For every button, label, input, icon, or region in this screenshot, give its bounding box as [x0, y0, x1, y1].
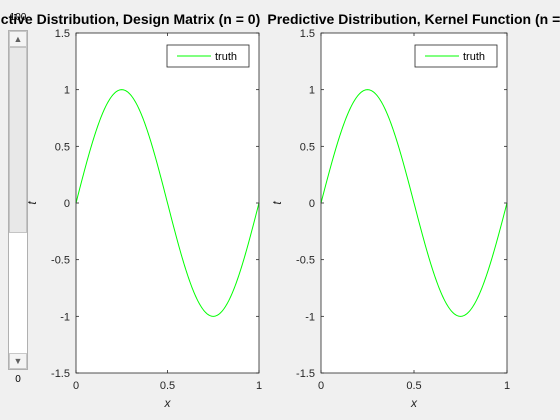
y-tick-label: 0.5	[300, 141, 315, 153]
legend: truth	[414, 44, 498, 68]
y-tick-label: 1.5	[55, 28, 70, 40]
y-tick-label: 0	[64, 198, 70, 210]
chart-title: Predictive Distribution, Design Matrix (…	[0, 11, 260, 27]
y-tick-label: 1.5	[300, 28, 315, 40]
chart-title: Predictive Distribution, Kernel Function…	[267, 11, 560, 27]
y-axis-label: t	[270, 201, 284, 205]
chart-panel-1: -1.5 -1 -0.5 0 0.5 1 1.5 0 0.5 1 x t truth Predictive…	[0, 11, 262, 410]
y-tick-label: -0.5	[51, 255, 70, 267]
x-tick-label: 0	[318, 380, 324, 392]
x-axis-label: x	[410, 396, 418, 410]
x-tick-label: 0.5	[406, 380, 421, 392]
x-tick-label: 0.5	[160, 380, 175, 392]
y-tick-label: 0.5	[55, 141, 70, 153]
legend-label-truth: truth	[215, 51, 237, 63]
x-tick-label: 1	[504, 380, 510, 392]
y-axis-label: t	[25, 201, 39, 205]
y-tick-label: -1	[305, 311, 315, 323]
x-axis-label: x	[164, 396, 172, 410]
y-tick-label: 1	[309, 85, 315, 97]
x-tick-label: 1	[256, 380, 262, 392]
series-line-truth	[320, 89, 508, 317]
y-tick-label: -1.5	[51, 368, 70, 380]
legend: truth	[166, 44, 250, 68]
chart-panel-2: -1.5 -1 -0.5 0 0.5 1 1.5 0 0.5 1 x t truth Predictive…	[267, 11, 560, 410]
slider-up-arrow-icon[interactable]: ▲	[9, 31, 27, 47]
slider-max-label: 100	[9, 12, 27, 23]
y-tick-label: -0.5	[296, 255, 315, 267]
sample-count-slider[interactable]: ▲ ▼	[8, 30, 28, 370]
y-tick-label: -1.5	[296, 368, 315, 380]
legend-label-truth: truth	[463, 51, 485, 63]
y-tick-label: -1	[60, 311, 70, 323]
series-line-truth	[75, 89, 260, 317]
y-tick-label: 0	[309, 198, 315, 210]
slider-down-arrow-icon[interactable]: ▼	[9, 353, 27, 369]
y-tick-label: 1	[64, 85, 70, 97]
slider-thumb[interactable]	[9, 47, 27, 233]
slider-min-label: 0	[15, 374, 21, 385]
x-tick-label: 0	[73, 380, 79, 392]
